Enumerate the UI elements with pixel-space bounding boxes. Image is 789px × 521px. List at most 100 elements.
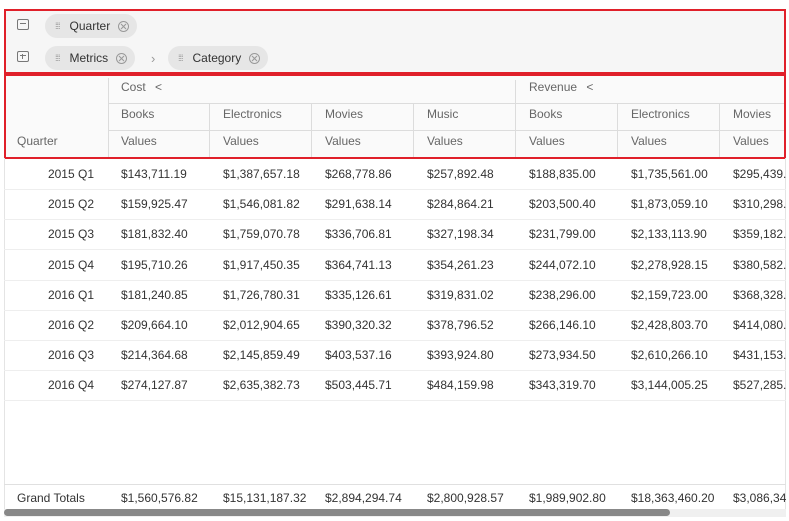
collapse-icon[interactable]: <	[586, 80, 594, 94]
table-cell: $354,261.23	[427, 257, 494, 272]
chip-label: Category	[192, 51, 242, 65]
table-cell: $2,278,928.15	[631, 257, 708, 272]
table-cell: $2,145,859.49	[223, 348, 300, 363]
row-label: 2016 Q1	[47, 287, 94, 302]
table-cell: $343,319.70	[529, 378, 596, 393]
table-cell: $291,638.14	[325, 197, 392, 212]
table-row: 2015 Q2 $159,925.47 $1,546,081.82 $291,638.…	[4, 189, 786, 221]
values-header: Values	[427, 134, 463, 148]
table-cell: $284,864.21	[427, 197, 494, 212]
drag-handle-icon[interactable]: ⁞⁞⁞	[178, 52, 183, 63]
table-row: 2016 Q1 $181,240.85 $1,726,780.31 $335,126.…	[4, 280, 786, 311]
table-cell: $336,706.81	[325, 227, 392, 242]
remove-icon[interactable]	[249, 52, 261, 64]
measure-header-revenue[interactable]: Revenue <	[529, 80, 594, 94]
table-cell: $403,537.16	[325, 348, 392, 363]
table-cell: $503,445.71	[325, 378, 392, 393]
table-cell: $203,500.40	[529, 197, 596, 212]
rows-zone-icon	[17, 19, 29, 30]
grand-total-cell: $1,560,576.82	[121, 491, 198, 505]
table-cell: $380,582.	[733, 257, 786, 272]
table-cell: $335,126.61	[325, 287, 392, 302]
table-row: 2016 Q3 $214,364.68 $2,145,859.49 $403,537.…	[4, 340, 786, 372]
table-cell: $238,296.00	[529, 287, 596, 302]
grand-total-cell: $3,086,34	[733, 491, 786, 505]
table-cell: $1,387,657.18	[223, 167, 300, 181]
chevron-right-icon: ›	[151, 51, 156, 66]
drag-handle-icon[interactable]: ⁞⁞⁞	[55, 52, 60, 63]
values-header: Values	[223, 134, 259, 148]
grand-totals-row: Grand Totals $1,560,576.82 $15,131,187.3…	[4, 484, 786, 511]
table-cell: $295,439.	[733, 167, 786, 181]
values-header: Values	[733, 134, 769, 148]
table-row: 2016 Q4 $274,127.87 $2,635,382.73 $503,445.…	[4, 370, 786, 402]
table-row: 2016 Q2 $209,664.10 $2,012,904.65 $390,320.…	[4, 310, 786, 341]
row-label: 2016 Q4	[47, 378, 94, 393]
table-cell: $393,924.80	[427, 348, 494, 363]
table-cell: $2,610,266.10	[631, 348, 708, 363]
quarter-chip[interactable]: ⁞⁞⁞ Quarter	[45, 14, 138, 38]
table-cell: $268,778.86	[325, 167, 392, 181]
table-cell: $364,741.13	[325, 257, 392, 272]
measure-header-cost[interactable]: Cost <	[121, 80, 163, 94]
table-cell: $2,133,113.90	[631, 227, 707, 242]
category-header[interactable]: Music	[427, 107, 459, 121]
remove-icon[interactable]	[116, 52, 128, 64]
grand-total-cell: $15,131,187.32	[223, 491, 307, 505]
columns-zone-icon	[17, 51, 29, 62]
table-cell: $1,759,070.78	[223, 227, 300, 242]
grand-total-cell: $2,894,294.74	[325, 491, 402, 505]
column-header	[4, 75, 786, 159]
row-label: 2015 Q2	[47, 197, 94, 212]
table-cell: $431,153.	[733, 348, 786, 363]
remove-icon[interactable]	[118, 20, 130, 32]
table-cell: $181,832.40	[121, 227, 188, 242]
values-header: Values	[121, 134, 157, 148]
table-cell: $1,726,780.31	[223, 287, 300, 302]
table-cell: $1,546,081.82	[223, 197, 300, 212]
table-row: 2015 Q4 $195,710.26 $1,917,450.35 $364,741.…	[4, 250, 786, 281]
category-header[interactable]: Books	[121, 107, 155, 121]
metrics-chip[interactable]: ⁞⁞⁞ Metrics	[45, 46, 136, 70]
row-field-header[interactable]: Quarter	[17, 134, 58, 148]
row-label: 2015 Q4	[47, 257, 94, 272]
table-cell: $181,240.85	[121, 287, 188, 302]
chip-label: Quarter	[69, 19, 111, 33]
chip-label: Metrics	[69, 51, 109, 65]
category-header[interactable]: Books	[529, 107, 563, 121]
row-label: 2015 Q1	[47, 167, 94, 181]
table-cell: $368,328.	[733, 287, 786, 302]
table-cell: $231,799.00	[529, 227, 596, 242]
table-cell: $188,835.00	[529, 167, 596, 181]
values-header: Values	[529, 134, 565, 148]
category-header[interactable]: Electronics	[223, 107, 282, 121]
row-label: 2016 Q2	[47, 318, 94, 332]
table-cell: $378,796.52	[427, 318, 494, 332]
scrollbar-thumb[interactable]	[4, 509, 670, 516]
table-cell: $2,012,904.65	[223, 318, 300, 332]
table-cell: $214,364.68	[121, 348, 188, 363]
table-cell: $414,080.	[733, 318, 786, 332]
grand-total-cell: $18,363,460.20	[631, 491, 715, 505]
drag-handle-icon[interactable]: ⁞⁞⁞	[55, 20, 60, 31]
category-header[interactable]: Electronics	[631, 107, 690, 121]
table-cell: $390,320.32	[325, 318, 392, 332]
table-row: 2015 Q3 $181,832.40 $1,759,070.78 $336,706.…	[4, 219, 786, 251]
table-cell: $1,917,450.35	[223, 257, 300, 272]
category-header[interactable]: Movies	[325, 107, 364, 121]
table-cell: $484,159.98	[427, 378, 494, 393]
table-cell: $2,159,723.00	[631, 287, 708, 302]
table-cell: $327,198.34	[427, 227, 494, 242]
category-chip[interactable]: ⁞⁞⁞ Category	[168, 46, 269, 70]
table-cell: $1,873,059.10	[631, 197, 708, 212]
grand-totals-label: Grand Totals	[17, 491, 85, 505]
table-cell: $257,892.48	[427, 167, 494, 181]
category-header[interactable]: Movies	[733, 107, 772, 121]
collapse-icon[interactable]: <	[155, 80, 163, 94]
grand-total-cell: $1,989,902.80	[529, 491, 606, 505]
table-cell: $1,735,561.00	[631, 167, 708, 181]
table-cell: $3,144,005.25	[631, 378, 708, 393]
table-cell: $273,934.50	[529, 348, 596, 363]
table-row: 2015 Q1 $143,711.19 $1,387,657.18 $268,778.…	[4, 159, 786, 190]
table-cell: $274,127.87	[121, 378, 188, 393]
